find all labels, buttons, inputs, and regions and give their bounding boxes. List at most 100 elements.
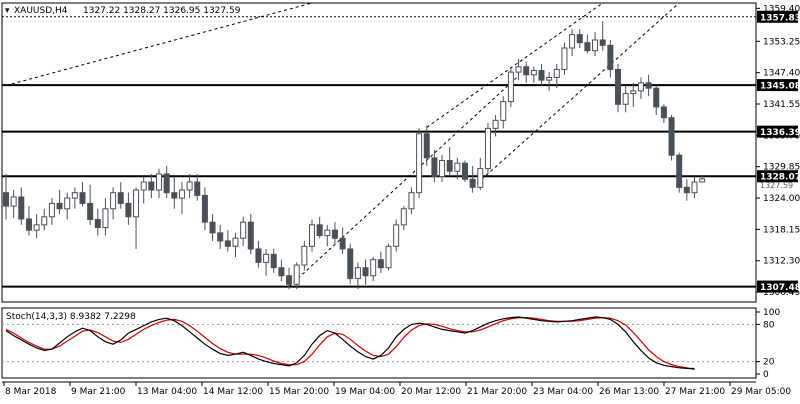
stochastic-levels: 100 80 20 0 <box>2 308 780 380</box>
stoch-tick-label: 20 <box>763 358 775 368</box>
stoch-tick-label: 100 <box>763 308 780 318</box>
candle-body <box>653 87 660 108</box>
candle-body <box>400 208 407 226</box>
candle-body <box>194 181 201 196</box>
candle-body <box>270 253 277 269</box>
candle-body <box>209 221 216 234</box>
candle-body <box>584 42 591 52</box>
candle-body <box>492 119 499 129</box>
candle-body <box>446 160 453 172</box>
candle-body <box>41 216 48 226</box>
time-axis: 8 Mar 2018 9 Mar 21:00 13 Mar 04:00 14 Mar … <box>2 381 791 397</box>
price-tick-label: 1312.30 <box>763 257 800 267</box>
price-tick-label: 1347.40 <box>763 69 800 79</box>
candle-body <box>163 173 170 194</box>
candle-body <box>186 181 193 191</box>
price-tick-label: 1353.25 <box>763 37 800 47</box>
stochastic-panel: 100 80 20 0 Stoch(14,3,3) 8.9382 7.2298 <box>1 307 780 380</box>
candle-body <box>286 275 293 285</box>
price-tick-label: 1341.55 <box>763 100 800 110</box>
candle-body <box>477 168 484 188</box>
level-label-1: 1345.08 <box>760 82 800 92</box>
candle-body <box>178 189 185 199</box>
candle-body <box>79 192 86 204</box>
current-price-label: 1327.59 <box>760 181 793 190</box>
candle-body <box>10 196 17 207</box>
price-panel-frame <box>1 2 757 303</box>
candle-body <box>25 218 32 231</box>
channel-lower-line <box>288 75 519 287</box>
candle-body <box>622 93 629 105</box>
time-tick-label: 26 Mar 13:00 <box>599 387 659 397</box>
stoch-d-line <box>5 316 695 371</box>
candle-body <box>94 218 101 229</box>
candle-body <box>240 221 247 239</box>
header-arrow-icon: ▾ <box>5 6 10 16</box>
candle-body <box>683 186 690 194</box>
time-tick-label: 21 Mar 20:00 <box>467 387 527 397</box>
candle-body <box>515 66 522 73</box>
chart-header: ▾ XAUUSD,H4 1327.22 1328.27 1326.95 1327… <box>5 6 241 16</box>
candle-body <box>500 101 507 121</box>
level-label-4: 1307.48 <box>760 283 800 293</box>
candle-body <box>324 229 331 237</box>
candle-body <box>416 133 423 194</box>
time-tick-label: 9 Mar 21:00 <box>71 387 126 397</box>
candle-body <box>538 70 545 81</box>
candle-body <box>87 202 94 220</box>
level-label-4-box <box>757 280 798 293</box>
candles <box>3 21 706 290</box>
candle-body <box>630 90 637 95</box>
candle-body <box>561 47 568 70</box>
candle-body <box>347 248 354 279</box>
price-tick-label: 1306.45 <box>763 288 800 298</box>
symbol-timeframe: XAUUSD,H4 <box>14 6 68 16</box>
stochastic-panel-frame <box>1 307 757 379</box>
level-label-2: 1336.39 <box>760 128 800 138</box>
candle-body <box>592 39 599 52</box>
candle-body <box>140 181 147 191</box>
stoch-tick-label: 80 <box>763 320 775 330</box>
candle-body <box>668 117 675 156</box>
long-trendline <box>5 2 313 87</box>
candle-body <box>431 157 438 178</box>
time-tick-label: 19 Mar 04:00 <box>335 387 395 397</box>
time-tick-label: 23 Mar 04:00 <box>533 387 593 397</box>
time-tick-label: 15 Mar 20:00 <box>269 387 329 397</box>
candle-body <box>224 240 231 247</box>
candle-body <box>117 192 124 204</box>
candle-body <box>255 248 262 263</box>
candle-body <box>454 162 461 172</box>
channel-second-line <box>472 2 680 188</box>
price-tick-label: 1324.00 <box>763 194 800 204</box>
candle-body <box>48 202 55 218</box>
candle-body <box>439 160 446 178</box>
candle-body <box>660 106 667 119</box>
candle-body <box>339 237 346 250</box>
candle-body <box>469 178 476 188</box>
time-tick-label: 20 Mar 12:00 <box>401 387 461 397</box>
candle-body <box>462 162 468 180</box>
ohlc-values: 1327.22 1328.27 1326.95 1327.59 <box>83 6 241 16</box>
candle-body <box>370 259 377 277</box>
candle-body <box>331 229 338 239</box>
candle-body <box>309 224 315 247</box>
candle-body <box>576 34 583 44</box>
level-label-1-box <box>757 79 798 92</box>
price-tick-label: 1359.40 <box>763 4 800 14</box>
time-tick-label: 27 Mar 21:00 <box>665 387 725 397</box>
candle-body <box>385 245 392 269</box>
stochastic-lines <box>5 316 695 371</box>
candle-body <box>110 192 117 210</box>
price-tick-label: 1329.85 <box>763 163 800 173</box>
candle-body <box>691 181 698 194</box>
candle-body <box>316 224 323 237</box>
trendlines <box>5 2 680 287</box>
candle-body <box>645 82 652 89</box>
level-labels: 1357.83 1345.08 1336.39 1328.07 1307.48 1327.… <box>757 10 800 293</box>
candle-body <box>232 237 239 247</box>
candle-body <box>293 264 300 285</box>
stochastic-label: Stoch(14,3,3) 8.9382 7.2298 <box>6 312 136 322</box>
